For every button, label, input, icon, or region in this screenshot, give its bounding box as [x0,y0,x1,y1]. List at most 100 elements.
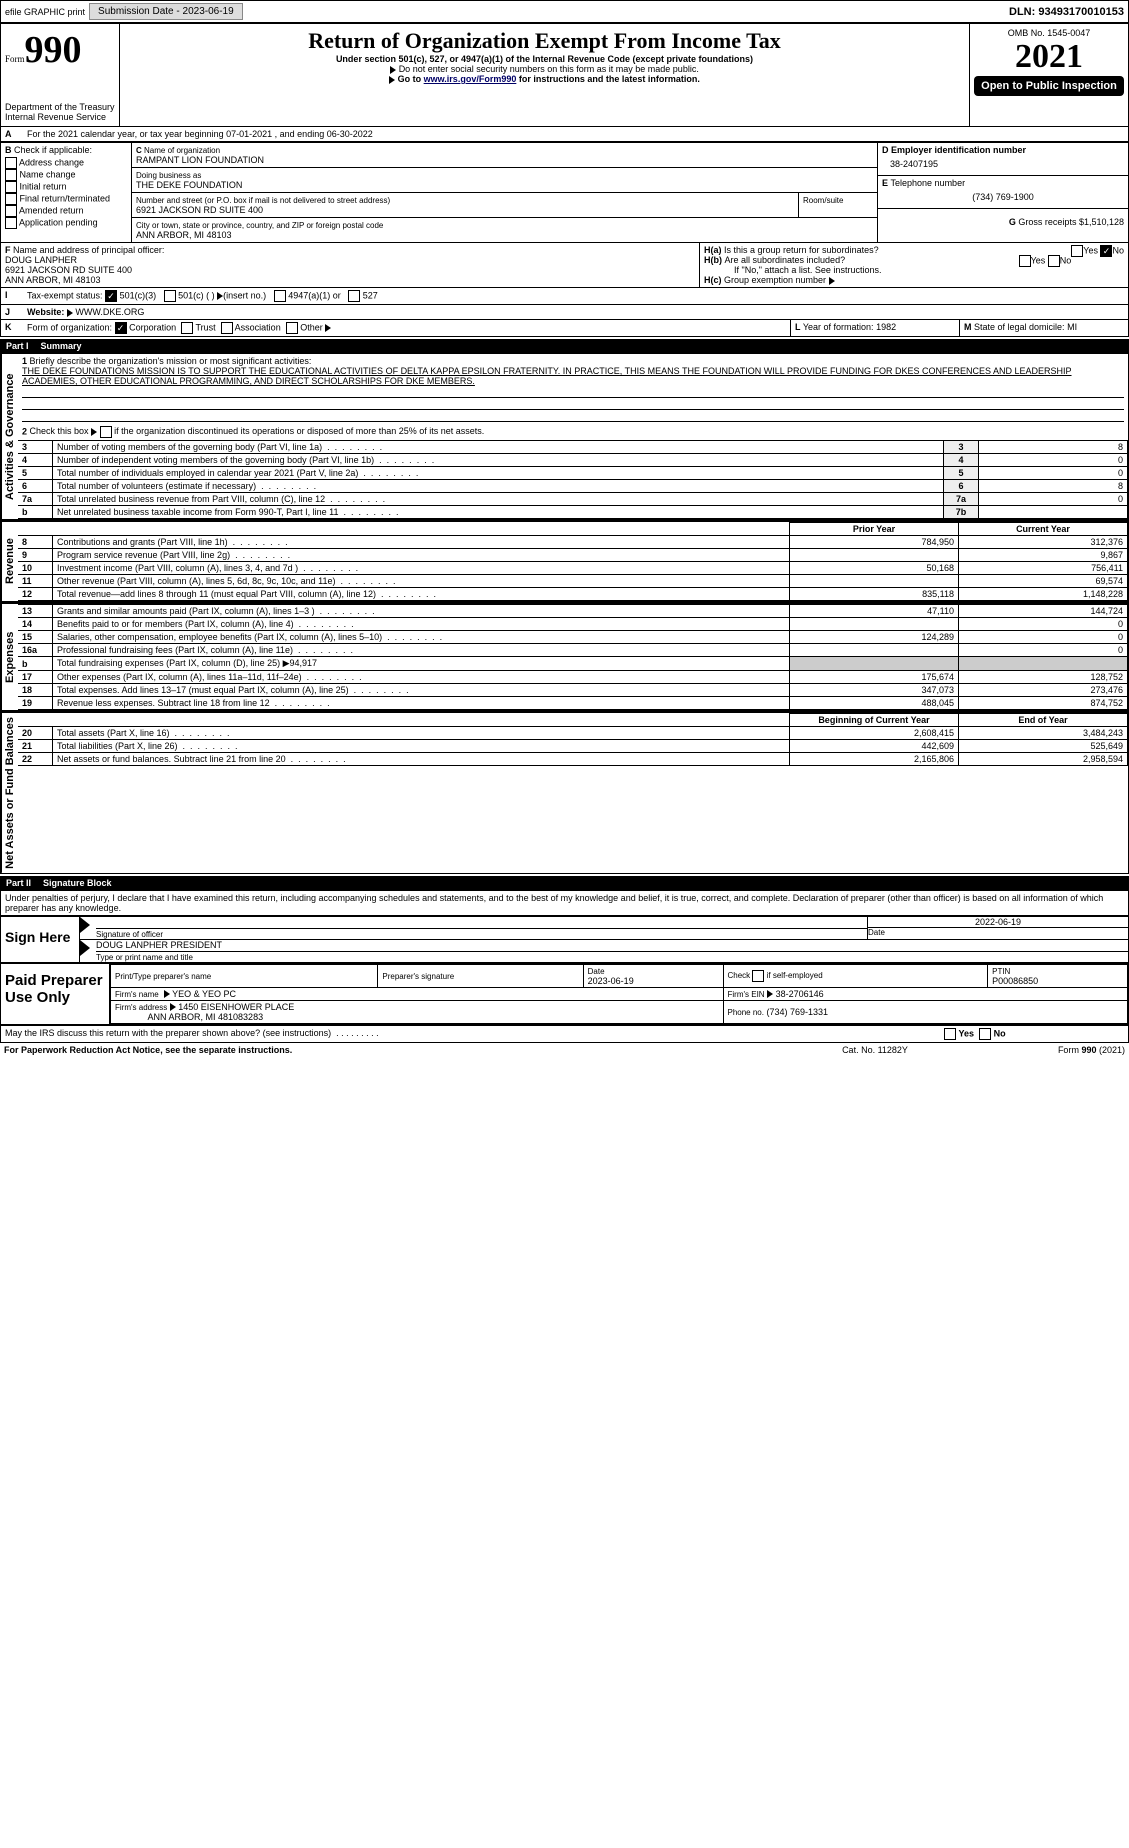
subtitle-3a: Go to [398,74,424,84]
expenses-vert-label: Expenses [1,604,18,710]
sig-date-val: 2022-06-19 [868,917,1128,927]
subtitle-2: Do not enter social security numbers on … [399,64,699,74]
501c3-checkbox[interactable]: ✓ [105,290,117,302]
table-row: 7aTotal unrelated business revenue from … [18,493,1128,506]
subtitle-1: Under section 501(c), 527, or 4947(a)(1)… [124,54,965,64]
f-label: Name and address of principal officer: [13,245,164,255]
expenses-table: 13Grants and similar amounts paid (Part … [18,604,1128,710]
part2-header: Part II Signature Block [0,876,1129,890]
form-label: Form [5,54,25,64]
dln-label: DLN: 93493170010153 [1009,6,1124,18]
irs-link[interactable]: www.irs.gov/Form990 [424,74,517,84]
table-row: 12Total revenue—add lines 8 through 11 (… [18,588,1128,601]
submission-date-button[interactable]: Submission Date - 2023-06-19 [89,3,243,20]
netassets-vert-label: Net Assets or Fund Balances [1,713,18,873]
application-pending-checkbox[interactable] [5,217,17,229]
4947-checkbox[interactable] [274,290,286,302]
amended-return-checkbox[interactable] [5,205,17,217]
table-row: 11Other revenue (Part VIII, column (A), … [18,575,1128,588]
table-row: 3Number of voting members of the governi… [18,441,1128,454]
dept-label: Department of the Treasury [5,102,115,112]
part2-title: Signature Block [43,878,112,888]
dba-label: Doing business as [136,171,201,180]
mission-label: Briefly describe the organization's miss… [30,356,312,366]
part2-num: Part II [6,878,31,888]
dba-name: THE DEKE FOUNDATION [136,180,242,190]
corporation-checkbox[interactable]: ✓ [115,322,127,334]
form-header: Form990 Department of the Treasury Inter… [0,23,1129,127]
table-row: 17Other expenses (Part IX, column (A), l… [18,671,1128,684]
association-checkbox[interactable] [221,322,233,334]
sig-date-label: Date [868,927,1128,937]
table-row: 9Program service revenue (Part VIII, lin… [18,549,1128,562]
ha-label: Is this a group return for subordinates? [724,245,879,255]
table-row: 22Net assets or fund balances. Subtract … [18,753,1128,766]
discuss-no-checkbox[interactable] [979,1028,991,1040]
signature-arrow-icon [80,917,90,933]
irs-label: Internal Revenue Service [5,112,115,122]
city: ANN ARBOR, MI 48103 [136,230,232,240]
state-domicile: MI [1067,322,1077,332]
table-row: 6Total number of volunteers (estimate if… [18,480,1128,493]
table-row: Firm's address 1450 EISENHOWER PLACE ANN… [111,1000,1128,1023]
org-name: RAMPANT LION FOUNDATION [136,155,264,165]
address-change-checkbox[interactable] [5,157,17,169]
pointer-icon [390,66,396,74]
subtitle-3b: for instructions and the latest informat… [516,74,700,84]
table-row: bTotal fundraising expenses (Part IX, co… [18,657,1128,671]
initial-return-checkbox[interactable] [5,181,17,193]
pointer-icon [829,277,835,285]
discuss-yes-checkbox[interactable] [944,1028,956,1040]
l-label: Year of formation: [803,322,874,332]
topbar: efile GRAPHIC print Submission Date - 20… [0,0,1129,23]
tax-year-line: For the 2021 calendar year, or tax year … [23,127,377,141]
open-public-badge: Open to Public Inspection [974,76,1124,96]
e-label: Telephone number [891,178,966,188]
pointer-icon [325,324,331,332]
table-row: 4Number of independent voting members of… [18,454,1128,467]
hb-no-checkbox[interactable] [1048,255,1060,267]
website: WWW.DKE.ORG [75,307,144,317]
officer-addr2: ANN ARBOR, MI 48103 [5,275,101,285]
table-row: bNet unrelated business taxable income f… [18,506,1128,519]
form-footer: Form 990 (2021) [975,1045,1125,1055]
part1-title: Summary [41,341,82,351]
name-change-checkbox[interactable] [5,169,17,181]
pointer-icon [67,309,73,317]
street-label: Number and street (or P.O. box if mail i… [136,196,390,205]
table-row: 21Total liabilities (Part X, line 26) . … [18,740,1128,753]
hb-yes-checkbox[interactable] [1019,255,1031,267]
trust-checkbox[interactable] [181,322,193,334]
discuss-question: May the IRS discuss this return with the… [5,1028,331,1038]
i-label: Tax-exempt status: [27,290,103,300]
year-formation: 1982 [876,322,896,332]
527-checkbox[interactable] [348,290,360,302]
other-checkbox[interactable] [286,322,298,334]
governance-table: 3Number of voting members of the governi… [18,440,1128,519]
d-label: Employer identification number [891,145,1026,155]
final-return-checkbox[interactable] [5,193,17,205]
table-row: Firm's name YEO & YEO PC Firm's EIN 38-2… [111,987,1128,1000]
g-label: Gross receipts $ [1018,217,1084,227]
table-row: 20Total assets (Part X, line 16) . . . .… [18,727,1128,740]
table-row: 16aProfessional fundraising fees (Part I… [18,644,1128,657]
table-row: Print/Type preparer's name Preparer's si… [111,964,1128,987]
ha-yes-checkbox[interactable] [1071,245,1083,257]
cat-no: Cat. No. 11282Y [775,1045,975,1055]
hc-label: Group exemption number [724,275,826,285]
line-a: AFor the 2021 calendar year, or tax year… [0,127,1129,142]
table-row: 5Total number of individuals employed in… [18,467,1128,480]
print-name-label: Type or print name and title [96,953,193,962]
501c-checkbox[interactable] [164,290,176,302]
revenue-table: Prior YearCurrent Year8Contributions and… [18,522,1128,601]
ha-no-checkbox[interactable]: ✓ [1100,245,1112,257]
j-label: Website: [27,307,64,317]
table-row: 19Revenue less expenses. Subtract line 1… [18,697,1128,710]
section-b: B Check if applicable: Address change Na… [1,143,132,242]
part1-num: Part I [6,341,29,351]
omb-label: OMB No. 1545-0047 [974,28,1124,38]
m-label: State of legal domicile: [974,322,1065,332]
telephone: (734) 769-1900 [882,188,1124,206]
table-row: Prior YearCurrent Year [18,523,1128,536]
pra-notice: For Paperwork Reduction Act Notice, see … [4,1045,775,1055]
